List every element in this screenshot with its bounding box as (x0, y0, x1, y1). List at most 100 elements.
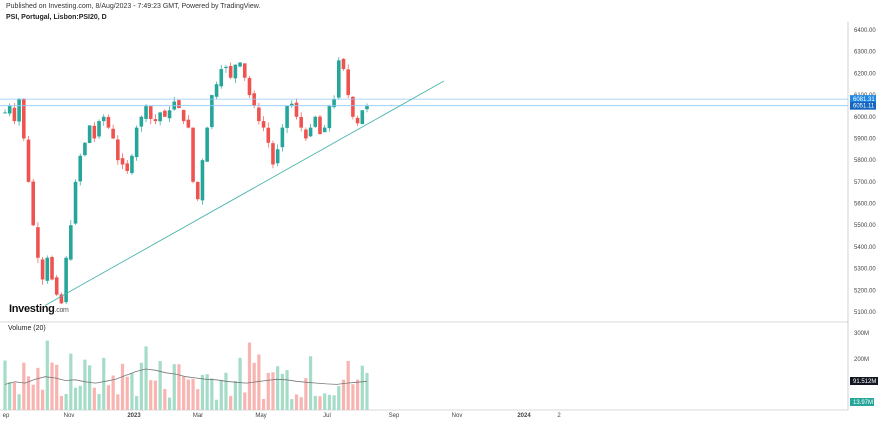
candle-body (92, 125, 97, 139)
volume-bar (88, 365, 92, 410)
volume-bar (214, 399, 219, 410)
volume-bar (252, 362, 256, 410)
volume-bar (158, 361, 162, 410)
candles (3, 57, 369, 305)
volume-bar (172, 364, 176, 410)
price-tick-label: 5500.00 (854, 223, 876, 229)
price-badge (850, 101, 876, 110)
candle-body (195, 181, 200, 200)
time-tick-label: 2024 (517, 413, 531, 419)
volume-bar (125, 376, 129, 410)
volume-bar (323, 393, 327, 410)
candle-body (144, 105, 148, 119)
candle-body (40, 259, 45, 280)
volume-badge (850, 398, 874, 406)
volume-bar (102, 357, 106, 410)
candle-body (7, 105, 12, 114)
candle-body (351, 96, 355, 117)
volume-bar (186, 379, 190, 410)
volume-bar (341, 379, 346, 410)
volume-bar (69, 353, 73, 410)
volume-bar (78, 385, 82, 410)
candle-body (97, 121, 101, 137)
candle-body (12, 107, 17, 122)
candle-body (341, 58, 346, 70)
volume-badge-label: 13.97M (853, 400, 873, 406)
candle-body (158, 112, 162, 122)
volume-bar (17, 394, 21, 410)
candle-body (181, 109, 186, 122)
volume-bar (257, 354, 261, 410)
trendline (44, 80, 445, 306)
price-tick-label: 6000.00 (854, 115, 876, 121)
candle-body (50, 257, 54, 280)
candle-body (134, 127, 139, 158)
time-tick-label: Mar (193, 413, 203, 419)
volume-bar (313, 395, 317, 410)
candle-body (252, 93, 256, 106)
volume-bar (144, 346, 148, 410)
volume-bar (200, 374, 205, 410)
candle-body (336, 60, 341, 98)
volume-bar (294, 394, 299, 410)
time-tick-label: May (255, 413, 266, 419)
candle-body (87, 125, 92, 144)
candle-body (308, 127, 313, 137)
volume-bar (219, 379, 223, 410)
volume-bar (41, 389, 45, 410)
candle-body (332, 99, 336, 108)
candle-body (289, 103, 294, 106)
time-tick-label: 2023 (127, 413, 141, 419)
volume-bar (285, 370, 289, 410)
time-tick-label: Nov (452, 413, 463, 419)
time-tick-label: Jul (323, 413, 331, 419)
price-tick-label: 5700.00 (854, 180, 876, 186)
volume-bar (332, 395, 336, 410)
candle-body (247, 77, 252, 96)
candle-body (54, 277, 59, 295)
volume-bar (12, 382, 17, 410)
volume-tick-label: 200M (854, 357, 869, 363)
volume-bar (31, 384, 35, 410)
volume-bar (92, 387, 96, 410)
candle-body (45, 257, 50, 281)
volume-bar (73, 387, 78, 410)
candle-body (238, 62, 242, 67)
volume-bar (191, 378, 195, 410)
price-tick-label: 5400.00 (854, 245, 876, 251)
candle-body (318, 116, 322, 135)
candle-body (116, 139, 120, 161)
volume-bar (83, 359, 87, 410)
candle-body (64, 257, 68, 303)
candle-body (214, 84, 219, 97)
candle-body (299, 117, 303, 128)
annotation-lines (0, 80, 848, 306)
volume-bar (327, 394, 331, 410)
volume-bar (205, 374, 209, 410)
candle-body (78, 155, 83, 182)
candle-body (280, 127, 285, 148)
candle-body (130, 155, 134, 174)
volume-bar (308, 356, 313, 410)
volume-bar (182, 376, 186, 410)
candle-body (148, 106, 153, 119)
candle-body (228, 65, 233, 78)
volume-bar (3, 360, 7, 410)
candle-body (31, 181, 36, 226)
candle-body (313, 116, 318, 127)
volume-title: Volume (20) (8, 325, 46, 332)
volume-bar (210, 378, 214, 410)
investing-logo: Investing.com (9, 303, 69, 315)
volume-bar (280, 373, 284, 410)
candle-body (26, 139, 31, 182)
price-tick-label: 6200.00 (854, 71, 876, 77)
candle-body (200, 160, 205, 201)
volume-bar (50, 362, 54, 410)
volume-bar (247, 342, 252, 410)
candle-body (271, 143, 275, 165)
price-tick-label: 5900.00 (854, 136, 876, 142)
volume-bar (55, 364, 59, 410)
volume-bar (318, 396, 322, 410)
volume-bar (64, 393, 68, 410)
